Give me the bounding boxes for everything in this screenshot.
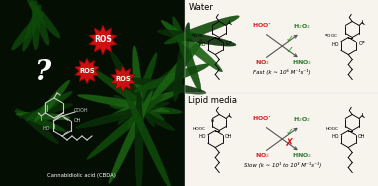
Polygon shape	[111, 66, 135, 92]
Ellipse shape	[174, 23, 190, 101]
Text: ROS: ROS	[94, 36, 112, 44]
Text: ✓: ✓	[285, 34, 293, 44]
Text: H$_2$O$_2$: H$_2$O$_2$	[293, 115, 311, 124]
Ellipse shape	[134, 64, 209, 92]
Ellipse shape	[127, 78, 206, 94]
Text: HOO$^{•}$: HOO$^{•}$	[252, 22, 272, 30]
Ellipse shape	[118, 68, 174, 125]
Ellipse shape	[132, 46, 143, 130]
Text: ROS: ROS	[115, 76, 131, 82]
Text: NO$_2$: NO$_2$	[255, 58, 270, 67]
Ellipse shape	[34, 80, 70, 122]
Text: H$_2$O$_2$: H$_2$O$_2$	[293, 22, 311, 31]
Ellipse shape	[32, 0, 40, 50]
Ellipse shape	[114, 95, 175, 131]
Text: HOOC: HOOC	[326, 127, 339, 131]
Ellipse shape	[31, 0, 49, 46]
Ellipse shape	[157, 30, 236, 46]
Text: HO: HO	[42, 126, 50, 132]
Ellipse shape	[90, 68, 164, 120]
Text: $^{⊖}$OOC: $^{⊖}$OOC	[191, 32, 206, 40]
Ellipse shape	[15, 112, 70, 120]
Text: OH: OH	[358, 134, 365, 140]
Bar	[0, 0, 185, 186]
Bar	[185, 0, 378, 186]
Text: ✓: ✓	[285, 127, 293, 137]
Ellipse shape	[19, 104, 73, 118]
Text: ?: ?	[34, 60, 50, 86]
Text: OH: OH	[74, 118, 82, 124]
Ellipse shape	[135, 89, 143, 186]
Text: Fast (k ∼ 10⁶ M⁻¹s⁻¹): Fast (k ∼ 10⁶ M⁻¹s⁻¹)	[253, 69, 311, 75]
Text: O$^{⊖}$: O$^{⊖}$	[358, 40, 366, 48]
Text: COOH: COOH	[74, 108, 88, 113]
Ellipse shape	[151, 39, 203, 101]
Ellipse shape	[128, 52, 157, 129]
Text: HO: HO	[198, 134, 206, 140]
Text: HNO$_2$: HNO$_2$	[292, 58, 312, 67]
Text: Lipid media: Lipid media	[188, 96, 237, 105]
Polygon shape	[89, 25, 117, 55]
Text: Slow (k ∼ 10¹ to 10³ M⁻¹s⁻¹): Slow (k ∼ 10¹ to 10³ M⁻¹s⁻¹)	[243, 162, 321, 168]
Text: HO: HO	[331, 41, 339, 46]
Ellipse shape	[161, 20, 223, 72]
Ellipse shape	[110, 104, 183, 114]
Ellipse shape	[110, 51, 155, 127]
Text: Water: Water	[188, 3, 213, 12]
Text: O$^{⊖}$: O$^{⊖}$	[225, 40, 233, 48]
Ellipse shape	[14, 110, 65, 132]
Ellipse shape	[76, 102, 170, 128]
Ellipse shape	[172, 16, 201, 92]
Ellipse shape	[125, 91, 171, 186]
Text: HO: HO	[331, 134, 339, 140]
Text: HOOC: HOOC	[193, 127, 206, 131]
Text: ✓: ✓	[285, 45, 293, 55]
Ellipse shape	[16, 108, 58, 144]
Text: $^{⊖}$OOC: $^{⊖}$OOC	[324, 32, 339, 40]
Text: HNO$_2$: HNO$_2$	[292, 151, 312, 160]
Text: ROS: ROS	[79, 68, 95, 74]
Ellipse shape	[87, 95, 164, 159]
Text: Cannabidiolic acid (CBDA): Cannabidiolic acid (CBDA)	[47, 173, 116, 178]
Text: OH: OH	[225, 134, 232, 140]
Ellipse shape	[77, 94, 170, 112]
Ellipse shape	[111, 90, 183, 117]
Ellipse shape	[109, 90, 153, 184]
Text: NO$_2$: NO$_2$	[255, 151, 270, 160]
Ellipse shape	[28, 0, 60, 38]
Ellipse shape	[22, 4, 41, 52]
Text: HO: HO	[198, 41, 206, 46]
Ellipse shape	[26, 91, 73, 121]
Polygon shape	[74, 58, 99, 84]
Text: ✗: ✗	[285, 138, 294, 148]
Ellipse shape	[164, 16, 239, 44]
Text: HOO$^{•}$: HOO$^{•}$	[252, 115, 272, 123]
Ellipse shape	[11, 12, 44, 50]
Text: H: H	[211, 118, 214, 123]
